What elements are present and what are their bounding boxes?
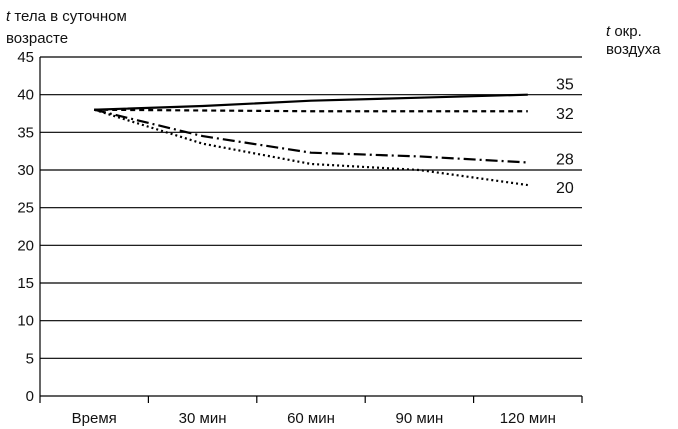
y-tick-label-40: 40 xyxy=(17,87,34,104)
y-tick-label-45: 45 xyxy=(17,49,34,66)
x-tick-label-0: Время xyxy=(72,410,117,427)
series-line-32 xyxy=(94,108,528,113)
x-tick-label-2: 60 мин xyxy=(287,410,335,427)
series-label-28: 28 xyxy=(556,151,574,168)
x-tick-label-4: 120 мин xyxy=(500,410,556,427)
y-tick-label-20: 20 xyxy=(17,237,34,254)
y-tick-label-0: 0 xyxy=(26,388,34,405)
series-label-35: 35 xyxy=(556,77,574,94)
y-tick-label-10: 10 xyxy=(17,313,34,330)
series-line-35 xyxy=(94,93,528,111)
y-tick-label-30: 30 xyxy=(17,162,34,179)
y-axis-label-symbol: t xyxy=(6,8,11,25)
y-tick-label-35: 35 xyxy=(17,124,34,141)
y-tick-label-15: 15 xyxy=(17,275,34,292)
legend-title: t окр. xyxy=(606,23,642,41)
x-tick-label-3: 90 мин xyxy=(395,410,443,427)
series-label-32: 32 xyxy=(556,106,574,123)
legend-title-symbol: t xyxy=(606,23,611,40)
series-line-20 xyxy=(93,108,528,187)
y-axis-label-line2: возрасте xyxy=(6,30,69,47)
legend-title-line1: окр. xyxy=(610,23,642,40)
x-tick-label-1: 30 мин xyxy=(179,410,227,427)
legend-title-line2: воздуха xyxy=(606,41,661,58)
y-tick-label-5: 5 xyxy=(26,350,34,367)
y-axis-label: t тела в суточном xyxy=(6,8,127,26)
series-line-28 xyxy=(93,108,528,164)
y-axis-label-line1: тела в суточном xyxy=(10,8,127,25)
y-tick-label-25: 25 xyxy=(17,200,34,217)
series-label-20: 20 xyxy=(556,180,574,197)
